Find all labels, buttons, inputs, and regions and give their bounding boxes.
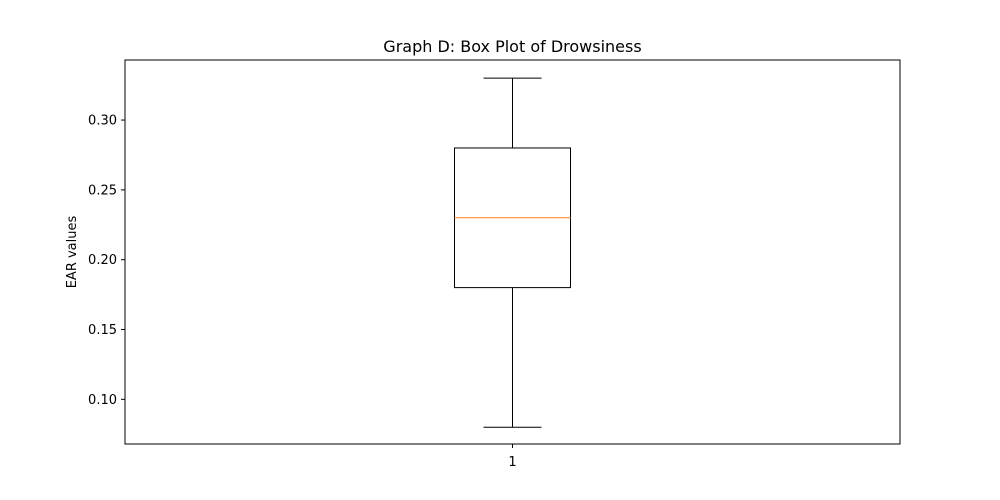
y-axis-label: EAR values: [65, 216, 80, 289]
y-tick-label: 0.20: [88, 253, 117, 268]
x-tick-label: 1: [508, 455, 516, 470]
y-tick-label: 0.25: [88, 183, 117, 198]
chart-title: Graph D: Box Plot of Drowsiness: [383, 37, 641, 56]
y-tick-label: 0.10: [88, 393, 117, 408]
y-tick-label: 0.30: [88, 114, 117, 129]
plot-area: 0.10 0.15 0.20 0.25 0.30 1: [88, 59, 901, 470]
y-tick-label: 0.15: [88, 323, 117, 338]
